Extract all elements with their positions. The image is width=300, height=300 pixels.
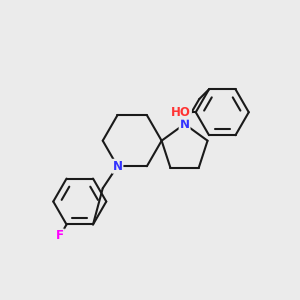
Text: N: N [180,118,190,130]
Text: N: N [112,160,122,173]
Text: HO: HO [171,106,191,119]
Text: F: F [56,230,64,242]
